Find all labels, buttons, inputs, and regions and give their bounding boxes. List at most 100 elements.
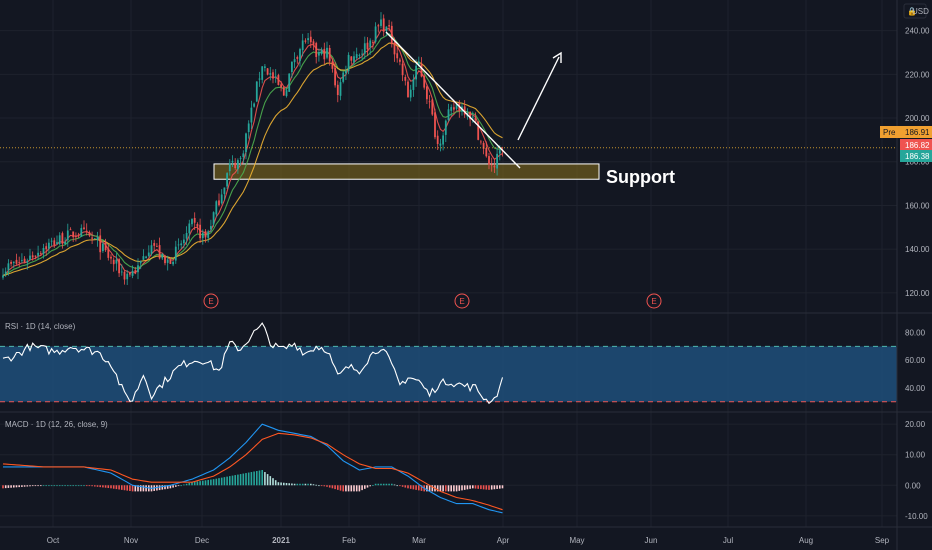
candle xyxy=(318,48,320,62)
candle xyxy=(134,266,137,275)
earnings-marker[interactable]: E xyxy=(203,293,219,309)
macd-bar xyxy=(469,485,471,489)
macd-bar xyxy=(42,485,45,487)
candle xyxy=(15,253,18,265)
macd-bar xyxy=(409,485,412,489)
ma-10-line xyxy=(2,33,503,276)
macd-bar xyxy=(337,485,339,490)
macd-bar xyxy=(355,485,358,492)
macd-bar xyxy=(401,485,404,487)
macd-bar xyxy=(199,481,201,486)
macd-bar xyxy=(145,485,147,492)
candle xyxy=(126,269,129,286)
macd-bar xyxy=(202,480,204,486)
candle xyxy=(142,249,145,261)
macd-bar xyxy=(164,485,166,490)
candle xyxy=(258,71,261,87)
candle xyxy=(363,36,366,59)
macd-axis[interactable]: 20.00 10.00 0.00 -10.00 xyxy=(905,420,928,521)
rsi-title[interactable]: RSI · 1D (14, close) xyxy=(5,322,76,331)
macd-bar xyxy=(361,485,363,491)
macd-bar xyxy=(450,485,452,492)
candle xyxy=(156,243,158,248)
macd-bar xyxy=(231,475,234,486)
macd-bar xyxy=(72,485,74,487)
macd-bar xyxy=(207,479,209,486)
candle xyxy=(118,258,120,278)
price-axis[interactable]: 240.00 220.00 200.00 180.00 160.00 140.00 120.… xyxy=(905,27,930,298)
macd-bar xyxy=(328,485,331,488)
candle xyxy=(37,245,39,260)
grid-lines xyxy=(0,0,897,527)
support-rect[interactable] xyxy=(213,163,600,180)
candle xyxy=(231,155,234,167)
macd-bar xyxy=(226,476,228,486)
earnings-marker[interactable]: E xyxy=(454,293,470,309)
candle xyxy=(385,26,388,37)
time-tick-label: Feb xyxy=(342,536,356,545)
macd-bar xyxy=(172,485,174,488)
candle xyxy=(91,231,93,245)
macd-bar xyxy=(134,485,137,492)
macd-bar xyxy=(291,483,293,486)
candle xyxy=(428,95,431,109)
last-price-badge-green xyxy=(900,150,932,162)
breakout-arrow[interactable] xyxy=(517,56,560,141)
macd-bar xyxy=(331,485,334,489)
macd-bar xyxy=(45,485,47,487)
axis-tick-label: 220.00 xyxy=(905,70,930,79)
macd-bar xyxy=(104,485,107,488)
axis-tick-label: 140.00 xyxy=(905,245,930,254)
candle xyxy=(261,66,264,84)
macd-bar xyxy=(56,485,58,487)
candle xyxy=(296,55,299,64)
candle xyxy=(336,80,339,103)
candle xyxy=(110,254,112,265)
candle xyxy=(280,81,282,92)
rsi-axis[interactable]: 80.00 60.00 40.00 xyxy=(905,329,926,393)
macd-bar xyxy=(499,485,501,489)
candle xyxy=(328,45,331,66)
time-axis[interactable]: Oct Nov Dec 2021 Feb Mar Apr May Jun Jul Aug Sep xyxy=(47,536,890,545)
candle xyxy=(369,38,372,55)
macd-bar xyxy=(94,485,96,487)
candle xyxy=(442,132,444,151)
macd-bar xyxy=(88,485,91,487)
axis-tick-label: 200.00 xyxy=(905,114,930,123)
macd-bar xyxy=(13,485,15,488)
macd-bar xyxy=(126,485,128,491)
macd-bar xyxy=(129,485,131,492)
macd-bar xyxy=(21,485,23,487)
candle xyxy=(361,49,363,61)
currency-selector[interactable]: 🔒 USD xyxy=(903,3,929,19)
macd-bar xyxy=(323,485,326,487)
candle xyxy=(480,139,482,145)
axis-tick-label: 120.00 xyxy=(905,289,930,298)
macd-bar xyxy=(339,485,342,491)
candle xyxy=(312,39,315,51)
time-tick-label: Jul xyxy=(723,536,733,545)
axis-tick-label: 20.00 xyxy=(905,420,926,429)
candle xyxy=(242,150,245,164)
descending-trendline[interactable] xyxy=(385,31,521,169)
earnings-marker[interactable]: E xyxy=(646,293,662,309)
candle xyxy=(401,59,404,82)
macd-bar xyxy=(482,485,485,490)
candle xyxy=(12,261,15,269)
macd-bar xyxy=(112,485,115,489)
candle xyxy=(334,62,336,88)
macd-bar xyxy=(466,485,469,490)
candle xyxy=(331,58,334,73)
candle xyxy=(164,254,166,266)
macd-title[interactable]: MACD · 1D (12, 26, close, 9) xyxy=(5,420,108,429)
macd-histogram xyxy=(2,470,504,492)
time-tick-label: Jun xyxy=(645,536,658,545)
macd-bar xyxy=(31,485,34,487)
candle xyxy=(93,237,96,240)
macd-bar xyxy=(29,485,31,487)
candle xyxy=(266,68,269,76)
macd-bar xyxy=(342,485,344,492)
signal-line xyxy=(2,432,503,511)
macd-bar xyxy=(256,471,258,486)
